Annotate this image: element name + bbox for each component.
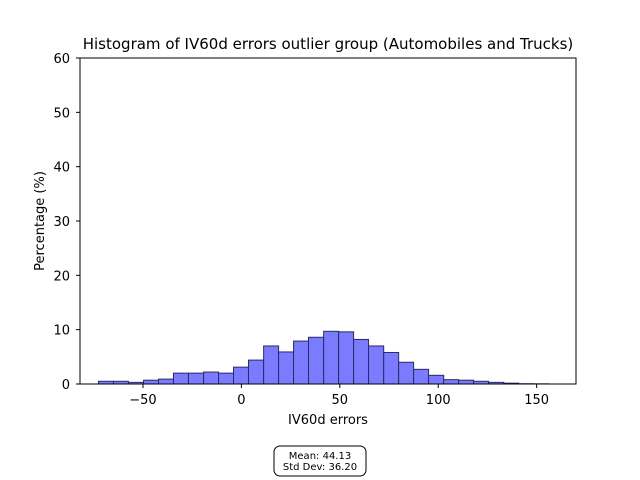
histogram-bar [308,336,325,385]
stats-box: Mean: 44.13 Std Dev: 36.20 [273,445,367,477]
histogram-bar [158,378,174,385]
y-tick-label: 20 [53,269,70,284]
histogram-bar [338,331,355,385]
x-tick-label: 50 [332,393,349,408]
x-axis-label: IV60d errors [288,413,368,428]
histogram-bar [143,379,160,385]
histogram-bar [203,371,220,385]
x-tick-label: 0 [237,393,245,408]
histogram-bars [98,330,550,385]
y-tick-label: 10 [53,324,70,339]
histogram-bar [247,359,265,385]
y-tick-label: 0 [62,378,70,393]
histogram-bar [413,368,430,385]
histogram-bar [218,372,235,385]
y-axis-ticks: 0 10 20 30 40 50 60 [53,52,80,393]
stats-box-frame [273,445,367,477]
histogram-bar [353,338,370,385]
stats-mean: Mean: 44.13 [289,451,351,462]
histogram-bar [323,330,340,385]
y-tick-label: 30 [53,215,70,230]
histogram-bar [172,372,189,385]
y-axis-label: Percentage (%) [33,171,48,271]
histogram-bar [368,345,385,385]
stats-std-dev: Std Dev: 36.20 [283,462,357,473]
y-tick-label: 50 [53,106,70,121]
x-axis-ticks: −50 0 50 100 150 [129,384,549,408]
y-tick-label: 40 [53,161,70,176]
histogram-bar [233,366,249,385]
histogram-bar [278,351,295,385]
histogram-bar [458,379,475,385]
y-tick-label: 60 [53,52,70,67]
histogram-bar [187,372,205,385]
x-tick-label: 150 [524,393,549,408]
histogram-bar [398,361,415,385]
histogram-bar [428,374,445,385]
histogram-bar [443,379,460,385]
x-tick-label: 100 [426,393,451,408]
histogram-bar [293,340,310,385]
x-tick-label: −50 [129,393,156,408]
histogram-bar [383,351,400,385]
chart-title: Histogram of IV60d errors outlier group … [83,35,574,53]
histogram-bar [263,345,280,385]
